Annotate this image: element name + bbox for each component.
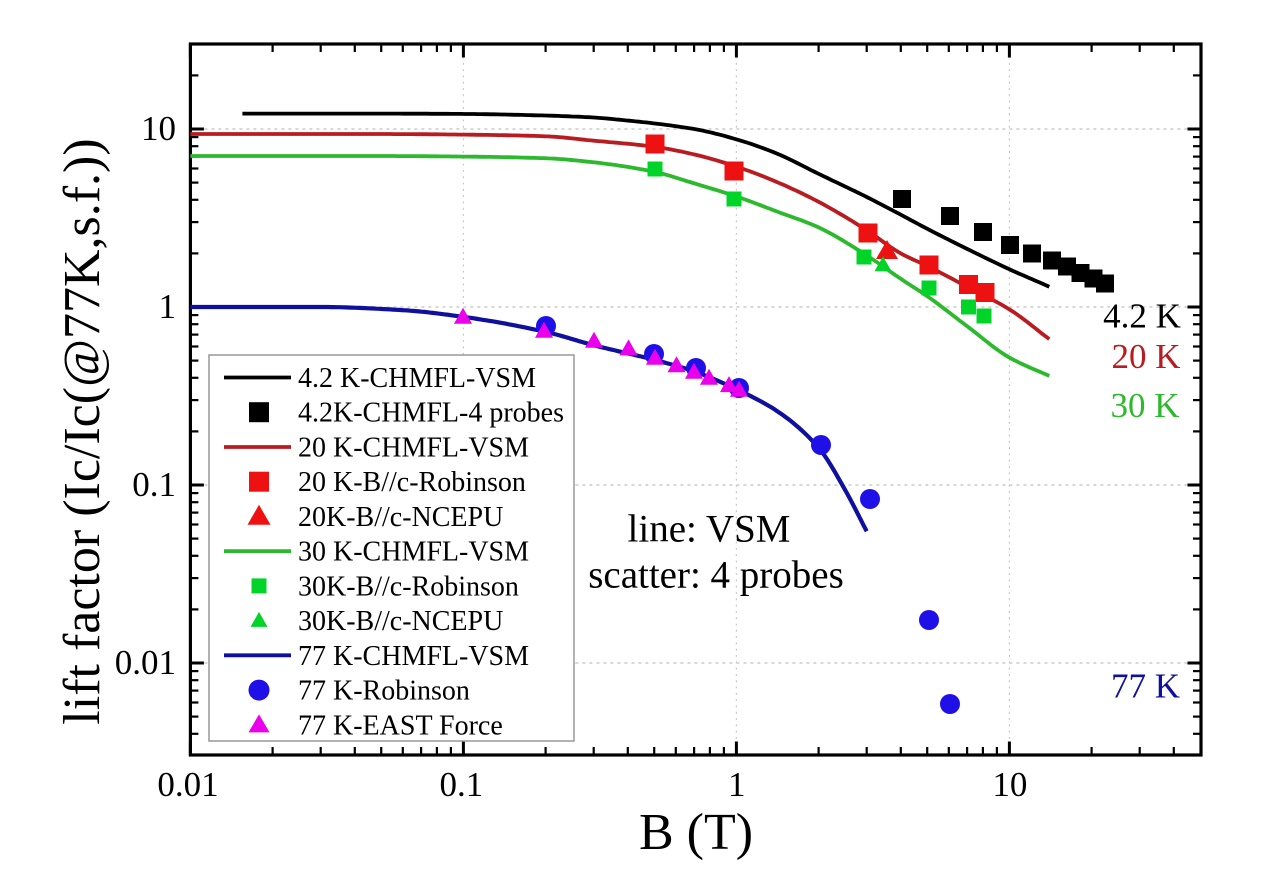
svg-text:20 K-CHMFL-VSM: 20 K-CHMFL-VSM [298, 433, 529, 464]
svg-text:77 K: 77 K [1111, 667, 1180, 706]
svg-text:scatter: 4 probes: scatter: 4 probes [588, 554, 844, 597]
svg-text:20 K: 20 K [1111, 337, 1180, 376]
svg-text:0.01: 0.01 [115, 643, 176, 682]
svg-text:line: VSM: line: VSM [628, 508, 791, 551]
svg-text:77 K-EAST Force: 77 K-EAST Force [298, 710, 503, 741]
svg-text:1: 1 [728, 765, 746, 804]
svg-text:0.01: 0.01 [157, 765, 218, 804]
svg-text:77 K-Robinson: 77 K-Robinson [298, 676, 470, 707]
svg-text:10: 10 [992, 765, 1027, 804]
svg-text:20 K-B//c-Robinson: 20 K-B//c-Robinson [298, 467, 526, 498]
svg-text:30K-B//c-NCEPU: 30K-B//c-NCEPU [298, 606, 503, 637]
svg-text:4.2 K-CHMFL-VSM: 4.2 K-CHMFL-VSM [298, 363, 536, 394]
svg-text:1: 1 [159, 287, 177, 326]
svg-text:77 K-CHMFL-VSM: 77 K-CHMFL-VSM [298, 641, 529, 672]
svg-text:30 K: 30 K [1110, 386, 1179, 425]
svg-text:30K-B//c-Robinson: 30K-B//c-Robinson [298, 571, 519, 602]
svg-text:4.2 K: 4.2 K [1103, 297, 1181, 336]
svg-text:0.1: 0.1 [132, 465, 176, 504]
svg-text:0.1: 0.1 [440, 765, 484, 804]
svg-text:B (T): B (T) [639, 804, 753, 861]
svg-text:lift factor (Ic/Ic(@77K,s.f.)): lift factor (Ic/Ic(@77K,s.f.)) [54, 138, 111, 724]
svg-text:10: 10 [141, 109, 176, 148]
svg-text:20K-B//c-NCEPU: 20K-B//c-NCEPU [298, 502, 503, 533]
svg-text:4.2K-CHMFL-4 probes: 4.2K-CHMFL-4 probes [298, 398, 564, 429]
svg-text:30 K-CHMFL-VSM: 30 K-CHMFL-VSM [298, 537, 529, 568]
